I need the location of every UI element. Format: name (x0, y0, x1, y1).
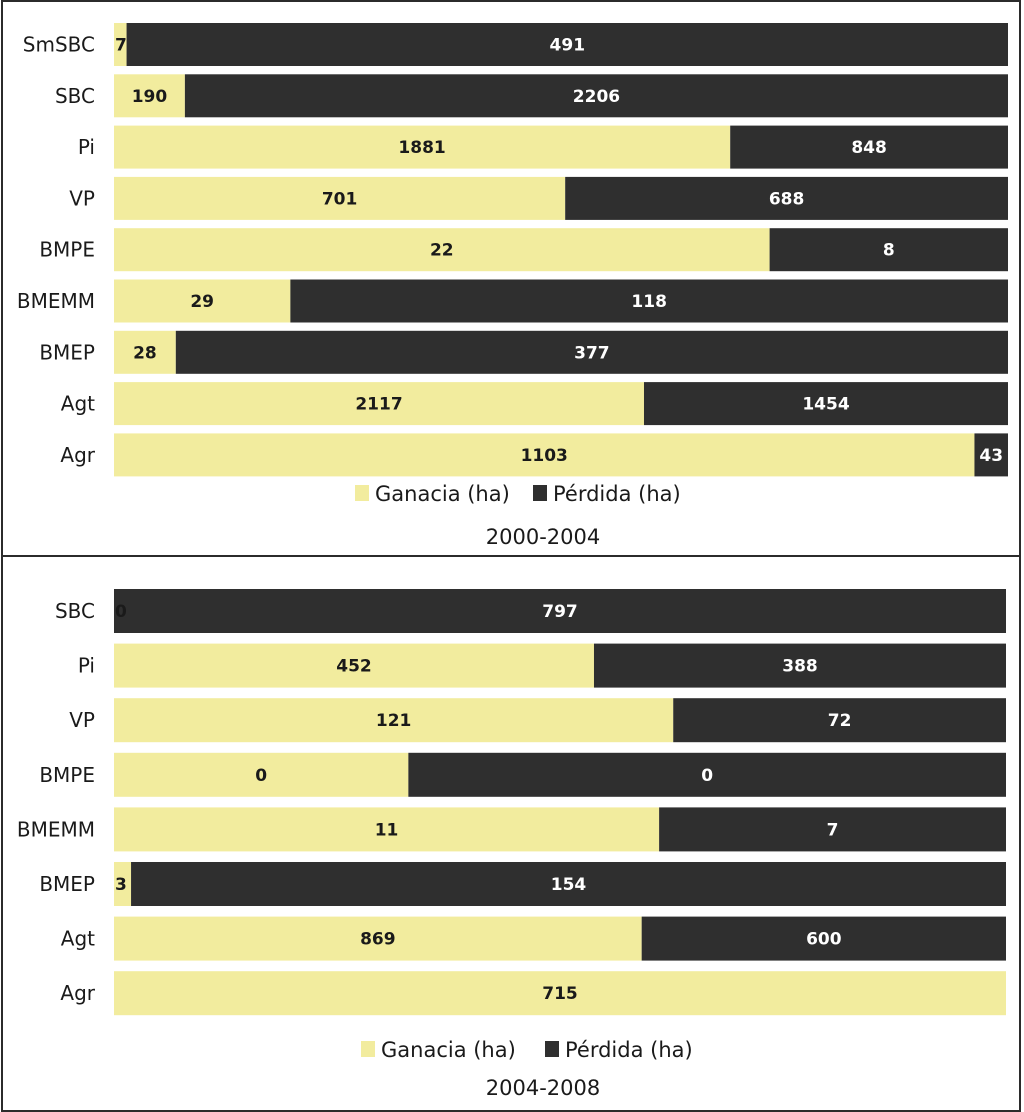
legend: Ganacia (ha) Pérdida (ha) (355, 482, 681, 506)
value-label-gain-agt: 2117 (355, 395, 402, 415)
category-label-bmemm: BMEMM (17, 289, 95, 313)
bar-loss-agt (643, 382, 1008, 426)
bar-gain-pi (114, 643, 594, 688)
chart-panel-2000-2004: SmSBC 7 491 SBC 190 2206 Pi 1881 848 VP 701 688 BMPE… (1, 0, 1021, 557)
legend-label-gain: Ganacia (ha) (381, 1038, 516, 1062)
category-label-bmep: BMEP (39, 340, 95, 364)
bar-loss-bmep (131, 862, 1007, 906)
category-label-pi: Pi (78, 135, 95, 159)
bar-gain-agr (114, 971, 1006, 1016)
legend-swatch-loss (533, 485, 547, 501)
value-label-loss-pi: 848 (851, 138, 887, 158)
bar-gain-bmpe (114, 752, 409, 797)
bar-loss-vp (565, 176, 1008, 220)
category-label-agt: Agt (61, 927, 95, 951)
bar-loss-bmep (175, 330, 1009, 374)
category-label-agr: Agr (60, 981, 95, 1005)
legend: Ganacia (ha) Pérdida (ha) (361, 1038, 693, 1062)
bar-chart-2000-2004: SmSBC 7 491 SBC 190 2206 Pi 1881 848 VP 701 688 BMPE… (17, 23, 1009, 549)
legend-label-loss: Pérdida (ha) (565, 1038, 693, 1062)
bar-gain-bmep (114, 862, 132, 906)
value-label-gain-bmpe: 22 (430, 241, 454, 261)
value-label-loss-bmpe: 8 (883, 241, 895, 261)
legend-label-gain: Ganacia (ha) (375, 482, 510, 506)
chart-panel-2004-2008: SBC 0 797 Pi 452 388 VP 121 72 BMPE 0 0 BMEMM 11 7 BMEP… (1, 555, 1021, 1112)
legend-swatch-gain (355, 485, 369, 501)
bar-gain-agr (114, 433, 975, 477)
value-label-gain-bmemm: 29 (190, 292, 214, 312)
bar-gain-agt (114, 382, 644, 426)
bar-loss-pi (730, 125, 1008, 169)
value-label-loss-sbc: 2206 (573, 87, 620, 107)
value-label-gain-bmpe: 0 (255, 766, 267, 786)
bar-loss-smsbc (126, 23, 1008, 66)
bar-loss-bmpe (769, 228, 1008, 272)
value-label-loss-agt: 1454 (802, 395, 849, 415)
value-label-loss-agr: 43 (979, 446, 1003, 466)
value-label-gain-sbc: 190 (132, 87, 168, 107)
value-label-loss-smsbc: 491 (550, 36, 586, 56)
category-label-sbc: SBC (55, 599, 95, 623)
chart-period-label: 2004-2008 (486, 1076, 600, 1100)
value-label-loss-bmemm: 118 (631, 292, 667, 312)
value-label-gain-agt: 869 (360, 930, 396, 950)
legend-label-loss: Pérdida (ha) (553, 482, 681, 506)
legend-swatch-gain (361, 1041, 375, 1057)
value-label-gain-vp: 121 (376, 711, 412, 731)
category-label-bmemm: BMEMM (17, 817, 95, 841)
category-label-bmep: BMEP (39, 872, 95, 896)
legend-swatch-loss (545, 1041, 559, 1057)
category-label-vp: VP (69, 708, 95, 732)
value-label-gain-bmemm: 11 (375, 820, 399, 840)
value-label-gain-vp: 701 (322, 189, 358, 209)
category-label-bmpe: BMPE (39, 763, 95, 787)
bar-chart-2004-2008: SBC 0 797 Pi 452 388 VP 121 72 BMPE 0 0 BMEMM 11 7 BMEP… (17, 589, 1007, 1100)
bar-loss-agt (641, 916, 1006, 961)
bar-gain-vp (114, 698, 674, 743)
bar-loss-pi (593, 643, 1006, 688)
value-label-loss-bmpe: 0 (701, 766, 713, 786)
bar-gain-sbc (114, 74, 185, 118)
bar-gain-bmemm (114, 279, 291, 323)
bar-loss-sbc (184, 74, 1008, 118)
chart-period-label: 2000-2004 (486, 525, 600, 549)
category-label-smsbc: SmSBC (23, 33, 95, 57)
value-label-loss-vp: 72 (828, 711, 852, 731)
category-label-pi: Pi (78, 654, 95, 678)
bar-gain-agt (114, 916, 642, 961)
category-label-agt: Agt (61, 392, 95, 416)
value-label-loss-bmep: 377 (574, 343, 610, 363)
bar-gain-bmep (114, 330, 176, 374)
category-label-agr: Agr (60, 443, 95, 467)
value-label-gain-agr: 1103 (521, 446, 568, 466)
bar-gain-bmemm (114, 807, 660, 852)
value-label-gain-agr: 715 (542, 984, 578, 1004)
category-label-vp: VP (69, 186, 95, 210)
value-label-loss-vp: 688 (769, 189, 805, 209)
value-label-gain-pi: 1881 (398, 138, 445, 158)
value-label-loss-bmemm: 7 (827, 820, 839, 840)
bar-loss-agr (974, 433, 1008, 477)
bar-gain-vp (114, 176, 566, 220)
value-label-loss-agt: 600 (806, 930, 842, 950)
bar-gain-smsbc (114, 23, 127, 66)
bar-gain-pi (114, 125, 731, 169)
category-label-sbc: SBC (55, 84, 95, 108)
value-label-loss-sbc: 797 (542, 602, 578, 622)
bar-loss-bmemm (290, 279, 1009, 323)
bar-gain-bmpe (114, 228, 770, 272)
value-label-loss-bmep: 154 (551, 875, 587, 895)
value-label-gain-sbc: 0 (115, 602, 127, 622)
value-label-gain-bmep: 28 (133, 343, 157, 363)
bar-loss-sbc (114, 589, 1006, 633)
bar-loss-bmemm (659, 807, 1006, 852)
bar-loss-vp (673, 698, 1006, 743)
category-label-bmpe: BMPE (39, 238, 95, 262)
value-label-gain-smsbc: 7 (115, 36, 127, 56)
value-label-gain-bmep: 3 (115, 875, 127, 895)
value-label-loss-pi: 388 (782, 657, 818, 677)
bar-loss-bmpe (408, 752, 1006, 797)
value-label-gain-pi: 452 (336, 657, 372, 677)
